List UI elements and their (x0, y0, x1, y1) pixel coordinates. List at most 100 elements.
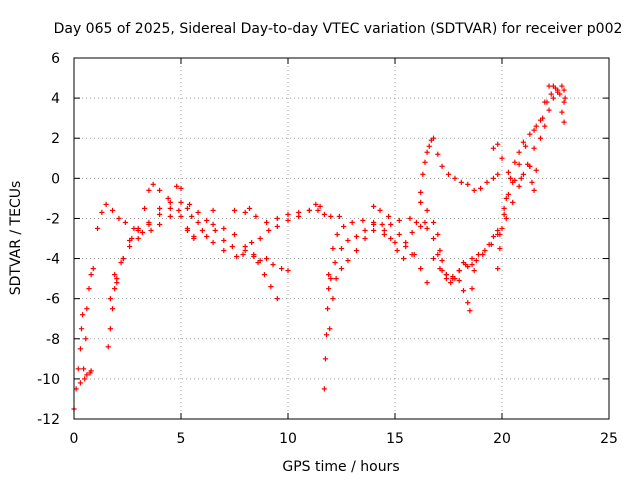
data-point (234, 253, 240, 260)
data-point (362, 235, 368, 242)
data-point (392, 239, 398, 246)
data-point (84, 306, 90, 312)
data-point (261, 272, 268, 278)
x-tick-label: 15 (386, 431, 404, 447)
data-point (112, 272, 118, 278)
data-point (77, 380, 84, 386)
data-point (450, 274, 456, 280)
data-point (503, 195, 509, 201)
data-point (330, 245, 336, 252)
series-arc-4 (105, 181, 248, 350)
data-point (264, 219, 270, 226)
data-point (435, 231, 441, 238)
data-point (274, 223, 280, 230)
data-point (186, 201, 193, 208)
data-point (120, 255, 126, 262)
data-point (533, 123, 539, 129)
data-point (497, 245, 503, 252)
series-arc-9 (246, 203, 323, 226)
data-point (531, 187, 537, 193)
data-point (559, 83, 565, 89)
data-point (439, 163, 445, 169)
data-point (561, 87, 567, 93)
data-point (178, 185, 184, 191)
data-point (336, 213, 342, 220)
data-point (499, 225, 505, 232)
data-point (371, 221, 377, 228)
data-point (501, 211, 507, 218)
data-point (116, 215, 122, 222)
data-point (146, 221, 152, 228)
data-point (424, 280, 430, 286)
series-arc-1 (71, 312, 86, 412)
data-point (285, 217, 291, 224)
data-point (210, 221, 216, 228)
data-point (512, 159, 518, 165)
data-point (490, 175, 497, 181)
data-point (413, 219, 419, 226)
data-point (430, 219, 437, 226)
data-point (559, 109, 565, 115)
data-point (452, 175, 458, 181)
data-point (191, 233, 197, 240)
series-arc-19 (418, 135, 501, 195)
data-point (400, 255, 407, 262)
data-point (157, 221, 163, 228)
data-point (510, 179, 516, 185)
data-point (257, 257, 263, 264)
data-point (505, 191, 512, 197)
data-point (542, 99, 548, 105)
series-arc-6 (107, 199, 257, 302)
data-point (231, 207, 238, 214)
data-point (495, 265, 501, 272)
data-point (109, 306, 116, 312)
series-arc-3 (82, 368, 94, 382)
data-point (321, 211, 327, 218)
data-point (388, 221, 394, 228)
series-arc-22 (497, 83, 568, 238)
data-point (495, 141, 501, 147)
y-tick-label: -12 (37, 412, 60, 428)
data-point (324, 306, 331, 312)
data-point (516, 183, 522, 189)
series-arc-16 (409, 223, 501, 286)
data-point (253, 213, 259, 220)
data-point (469, 255, 475, 262)
data-point (394, 247, 400, 254)
data-point (142, 205, 148, 212)
data-point (503, 215, 509, 222)
data-point (334, 231, 340, 238)
data-point (482, 247, 488, 254)
data-point (465, 300, 471, 306)
data-point (189, 213, 195, 220)
series-arc-2 (77, 265, 96, 386)
series-arc-13 (327, 221, 415, 332)
data-point (204, 217, 210, 224)
y-tick-label: -8 (46, 332, 60, 348)
data-point (546, 107, 552, 113)
data-point (135, 235, 141, 242)
x-tick-label: 10 (279, 431, 297, 447)
data-point (274, 215, 280, 222)
data-point (157, 205, 163, 212)
data-point (165, 195, 171, 201)
data-point (396, 231, 402, 238)
series-arc-12 (326, 217, 430, 286)
data-point (460, 288, 467, 294)
data-point (448, 280, 454, 286)
data-point (327, 326, 333, 332)
y-tick-label: -2 (46, 211, 60, 227)
series-arc-8 (210, 221, 291, 274)
data-point (456, 278, 462, 284)
data-point (157, 187, 163, 193)
y-axis-label: SDTVAR / TECUs (8, 181, 24, 296)
data-point (527, 163, 533, 169)
data-point (473, 257, 479, 264)
data-point (422, 159, 428, 165)
data-point (531, 127, 537, 133)
data-point (107, 296, 113, 302)
x-tick-label: 0 (70, 431, 79, 447)
data-point (266, 227, 272, 234)
data-point (178, 199, 184, 205)
